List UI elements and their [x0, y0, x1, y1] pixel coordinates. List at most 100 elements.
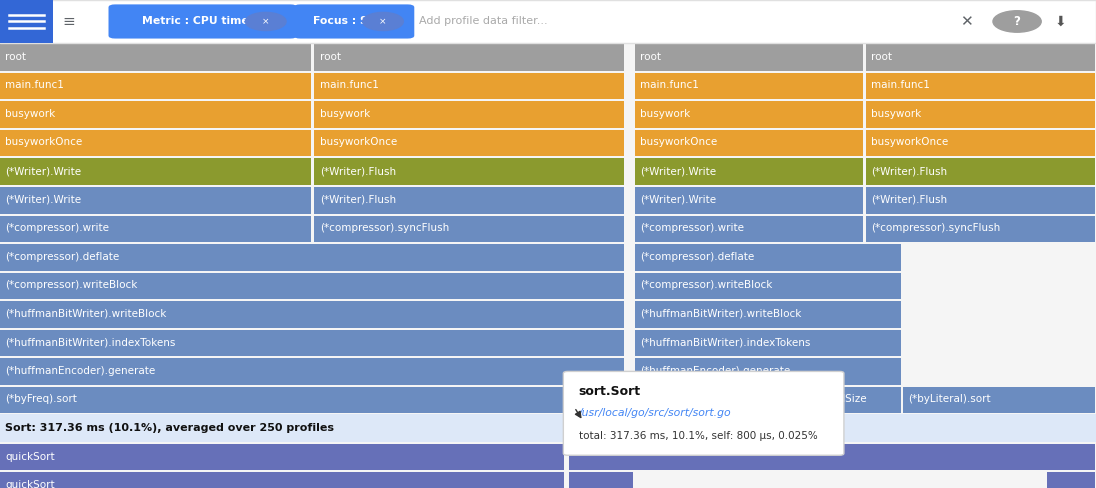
Bar [635, 159, 864, 185]
Text: (*compressor).write: (*compressor).write [640, 223, 744, 233]
Bar [0, 73, 311, 99]
Bar [635, 358, 901, 385]
Bar [866, 187, 1095, 214]
Text: main.func1: main.func1 [871, 81, 931, 90]
Text: busyworkOnce: busyworkOnce [5, 138, 82, 147]
Text: ✕: ✕ [960, 14, 973, 29]
FancyBboxPatch shape [0, 0, 1096, 43]
Text: (*byLiteral).sort: (*byLiteral).sort [909, 394, 991, 405]
Text: (*Writer).Flush: (*Writer).Flush [871, 166, 947, 176]
Bar [315, 73, 625, 99]
Bar [866, 102, 1095, 128]
FancyBboxPatch shape [109, 4, 297, 39]
Circle shape [246, 12, 286, 31]
Bar [635, 102, 864, 128]
Bar [635, 387, 901, 413]
Text: busywork: busywork [5, 109, 56, 119]
Text: (*compressor).writeBlock: (*compressor).writeBlock [640, 280, 773, 290]
Text: (*compressor).deflate: (*compressor).deflate [640, 252, 754, 262]
Bar [0, 273, 625, 299]
Text: ×: × [379, 17, 387, 26]
Text: (*Writer).Flush: (*Writer).Flush [320, 195, 396, 204]
Text: main.func1: main.func1 [320, 81, 378, 90]
Bar [569, 444, 1095, 470]
Text: sort.Sort: sort.Sort [579, 385, 641, 398]
Text: total: 317.36 ms, 10.1%, self: 800 μs, 0.025%: total: 317.36 ms, 10.1%, self: 800 μs, 0… [579, 431, 818, 441]
Bar [1047, 472, 1095, 488]
Text: Metric : CPU time: Metric : CPU time [142, 17, 249, 26]
Bar [0, 187, 311, 214]
Text: ≡: ≡ [62, 14, 76, 29]
Text: (*Writer).Write: (*Writer).Write [5, 195, 81, 204]
Bar [0, 0, 53, 43]
Text: (*compressor).syncFlush: (*compressor).syncFlush [320, 223, 449, 233]
Bar [635, 130, 864, 156]
Text: root: root [5, 52, 26, 62]
Bar [635, 73, 864, 99]
Text: busyworkOnce: busyworkOnce [320, 138, 397, 147]
Bar [315, 130, 625, 156]
Text: (*huffmanEncoder).generate: (*huffmanEncoder).generate [640, 366, 790, 376]
Text: busywork: busywork [320, 109, 369, 119]
Circle shape [993, 11, 1041, 32]
Bar [0, 44, 311, 71]
Text: (*compressor).write: (*compressor).write [5, 223, 110, 233]
Bar [635, 216, 864, 242]
Bar [0, 130, 311, 156]
Text: root: root [640, 52, 661, 62]
Bar [315, 216, 625, 242]
Text: root: root [320, 52, 341, 62]
Text: (*huffmanEncoder).assignEncodingAndSize: (*huffmanEncoder).assignEncodingAndSize [640, 394, 867, 405]
Text: (*huffmanBitWriter).indexTokens: (*huffmanBitWriter).indexTokens [640, 337, 810, 347]
Bar [866, 159, 1095, 185]
Bar [635, 330, 901, 356]
Text: (*compressor).deflate: (*compressor).deflate [5, 252, 119, 262]
Text: (*huffmanBitWriter).indexTokens: (*huffmanBitWriter).indexTokens [5, 337, 175, 347]
Text: Focus : Sort: Focus : Sort [313, 17, 386, 26]
Bar [0, 358, 625, 385]
Text: (*huffmanBitWriter).writeBlock: (*huffmanBitWriter).writeBlock [5, 309, 167, 319]
Text: (*compressor).syncFlush: (*compressor).syncFlush [871, 223, 1001, 233]
Text: (*byFreq).sort: (*byFreq).sort [5, 394, 78, 405]
Text: ?: ? [1014, 15, 1020, 28]
Bar [0, 472, 564, 488]
Bar [635, 44, 864, 71]
Bar [315, 187, 625, 214]
Text: busyworkOnce: busyworkOnce [871, 138, 948, 147]
Text: ⬇: ⬇ [1055, 15, 1066, 28]
FancyBboxPatch shape [294, 4, 414, 39]
Text: ×: × [262, 17, 270, 26]
Bar [315, 102, 625, 128]
Text: (*compressor).writeBlock: (*compressor).writeBlock [5, 280, 138, 290]
Bar [903, 387, 1095, 413]
Text: root: root [871, 52, 892, 62]
Bar [866, 216, 1095, 242]
Bar [866, 44, 1095, 71]
Text: main.func1: main.func1 [5, 81, 65, 90]
Text: /usr/local/go/src/sort/sort.go: /usr/local/go/src/sort/sort.go [579, 408, 731, 418]
Text: quickSort: quickSort [5, 451, 55, 462]
Bar [0, 216, 311, 242]
Bar [866, 130, 1095, 156]
FancyBboxPatch shape [563, 371, 844, 455]
Text: main.func1: main.func1 [640, 81, 699, 90]
Bar [0, 414, 1096, 442]
Bar [0, 387, 625, 413]
Bar [569, 472, 633, 488]
Text: busywork: busywork [640, 109, 690, 119]
Bar [866, 73, 1095, 99]
Bar [0, 102, 311, 128]
Text: busyworkOnce: busyworkOnce [640, 138, 717, 147]
Bar [0, 244, 625, 270]
Bar [0, 159, 311, 185]
Text: (*Writer).Flush: (*Writer).Flush [320, 166, 396, 176]
Bar [315, 159, 625, 185]
Circle shape [363, 12, 403, 31]
Text: (*Writer).Write: (*Writer).Write [640, 166, 716, 176]
Text: quickSort: quickSort [5, 480, 55, 488]
Bar [635, 273, 901, 299]
Bar [0, 444, 564, 470]
Bar [315, 44, 625, 71]
Text: (*Writer).Flush: (*Writer).Flush [871, 195, 947, 204]
Bar [635, 301, 901, 328]
